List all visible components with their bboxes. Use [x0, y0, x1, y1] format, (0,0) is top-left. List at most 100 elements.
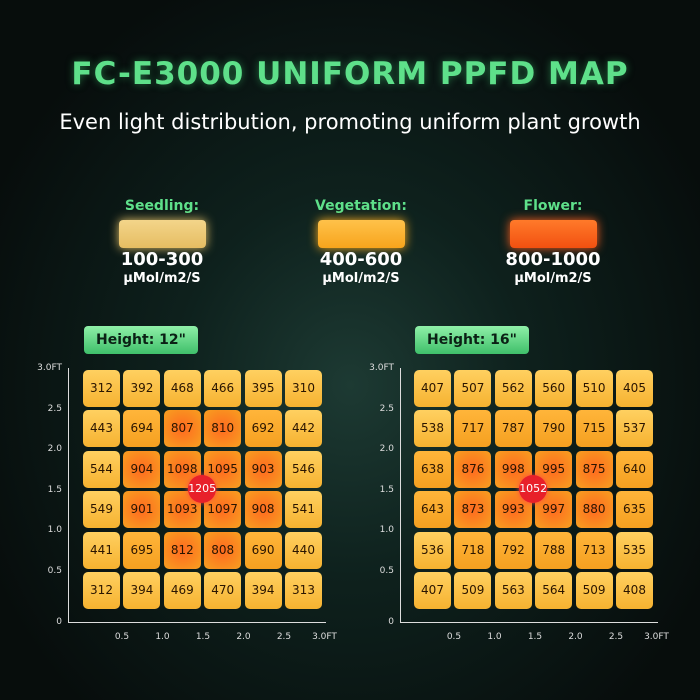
ppfd-cell: 541 — [285, 491, 322, 529]
ppfd-cell: 790 — [535, 410, 573, 448]
ppfd-cell: 395 — [244, 370, 282, 407]
center-value: 1052 — [519, 475, 548, 504]
legend-label: Flower: — [523, 198, 583, 214]
ppfd-cell: 509 — [454, 572, 492, 609]
ppfd-cell: 407 — [414, 370, 451, 407]
legend-swatch — [318, 220, 405, 248]
ppfd-cell: 715 — [575, 410, 613, 448]
ppfd-cell: 1093 — [163, 491, 201, 529]
x-tick-label: 1.5 — [195, 632, 211, 642]
legend-label: Seedling: — [124, 198, 200, 214]
x-tick-label: 3.0FT — [312, 632, 337, 642]
ppfd-cell: 546 — [285, 450, 322, 488]
legend-unit: μMol/m2/S — [514, 271, 592, 286]
y-tick-label: 0.5 — [47, 566, 62, 576]
ppfd-cell: 718 — [454, 531, 492, 569]
x-tick-label: 1.5 — [527, 632, 543, 642]
ppfd-cell: 466 — [204, 370, 242, 407]
x-tick-label: 1.0 — [155, 632, 170, 642]
ppfd-cell: 812 — [163, 531, 201, 569]
legend-unit: μMol/m2/S — [322, 271, 400, 286]
ppfd-cell: 904 — [123, 450, 161, 488]
ppfd-cell: 544 — [83, 450, 120, 488]
ppfd-cell: 405 — [616, 370, 653, 407]
ppfd-cell: 901 — [123, 491, 161, 529]
ppfd-cell: 535 — [616, 531, 653, 569]
ppfd-cell: 468 — [163, 370, 201, 407]
y-tick-label: 1.5 — [379, 484, 394, 495]
ppfd-cell: 788 — [535, 531, 573, 569]
ppfd-cell: 640 — [616, 450, 653, 488]
ppfd-cell: 792 — [494, 531, 532, 569]
x-tick-label: 2.0 — [568, 632, 583, 642]
y-tick-label: 1.5 — [47, 484, 62, 495]
ppfd-cell: 440 — [285, 531, 322, 569]
x-tick-label: 2.5 — [276, 632, 292, 642]
ppfd-cell: 394 — [123, 572, 161, 609]
ppfd-cell: 509 — [575, 572, 613, 609]
legend-swatch — [510, 220, 597, 248]
ppfd-cell: 717 — [454, 410, 492, 448]
origin-label: 0 — [388, 617, 394, 627]
x-tick-label: 3.0FT — [644, 632, 669, 642]
ppfd-cell: 312 — [83, 572, 120, 609]
ppfd-cell: 875 — [575, 450, 613, 488]
ppfd-cell: 470 — [204, 572, 242, 609]
ppfd-cell: 538 — [414, 410, 451, 448]
ppfd-cell: 536 — [414, 531, 451, 569]
center-value: 1205 — [188, 475, 217, 504]
ppfd-cell: 560 — [535, 370, 573, 407]
ppfd-cell: 880 — [575, 491, 613, 529]
ppfd-cell: 635 — [616, 491, 653, 529]
ppfd-cell: 537 — [616, 410, 653, 448]
y-tick-label: 2.5 — [379, 403, 394, 414]
title: FC-E3000 UNIFORM PPFD MAP — [71, 56, 629, 92]
legend-range: 800-1000 — [505, 249, 601, 270]
y-tick-label: 0.5 — [379, 566, 394, 576]
ppfd-cell: 808 — [204, 531, 242, 569]
x-tick-label: 0.5 — [446, 632, 462, 642]
legend-unit: μMol/m2/S — [123, 271, 201, 286]
ppfd-cell: 549 — [83, 491, 120, 529]
ppfd-cell: 908 — [244, 491, 282, 529]
ppfd-cell: 695 — [123, 531, 161, 569]
ppfd-cell: 713 — [575, 531, 613, 569]
ppfd-cell: 469 — [163, 572, 201, 609]
ppfd-cell: 810 — [204, 410, 242, 448]
ppfd-cell: 394 — [244, 572, 282, 609]
y-axis — [400, 368, 401, 623]
x-tick-label: 0.5 — [114, 632, 130, 642]
ppfd-cell: 694 — [123, 410, 161, 448]
ppfd-cell: 310 — [285, 370, 322, 407]
ppfd-cell: 408 — [616, 572, 653, 609]
y-tick-label: 2.5 — [47, 403, 62, 414]
x-axis — [68, 622, 326, 623]
y-tick-label: 3.0FT — [369, 363, 394, 373]
ppfd-cell: 807 — [163, 410, 201, 448]
y-tick-label: 2.0 — [379, 444, 394, 455]
y-tick-label: 1.0 — [379, 525, 394, 536]
ppfd-cell: 1097 — [204, 491, 242, 529]
ppfd-cell: 510 — [575, 370, 613, 407]
origin-label: 0 — [56, 617, 62, 627]
ppfd-cell: 787 — [494, 410, 532, 448]
y-tick-label: 3.0FT — [37, 363, 62, 373]
ppfd-cell: 313 — [285, 572, 322, 609]
ppfd-cell: 392 — [123, 370, 161, 407]
y-axis — [68, 368, 69, 623]
x-tick-label: 1.0 — [487, 632, 502, 642]
y-tick-label: 1.0 — [47, 525, 62, 536]
ppfd-cell: 442 — [285, 410, 322, 448]
ppfd-cell: 443 — [83, 410, 120, 448]
ppfd-cell: 876 — [454, 450, 492, 488]
ppfd-cell: 441 — [83, 531, 120, 569]
ppfd-cell: 643 — [414, 491, 451, 529]
ppfd-cell: 903 — [244, 450, 282, 488]
legend-label: Vegetation: — [315, 198, 407, 214]
legend-range: 100-300 — [120, 249, 204, 270]
ppfd-cell: 563 — [494, 572, 532, 609]
x-tick-label: 2.5 — [608, 632, 624, 642]
ppfd-cell: 873 — [454, 491, 492, 529]
ppfd-cell: 562 — [494, 370, 532, 407]
